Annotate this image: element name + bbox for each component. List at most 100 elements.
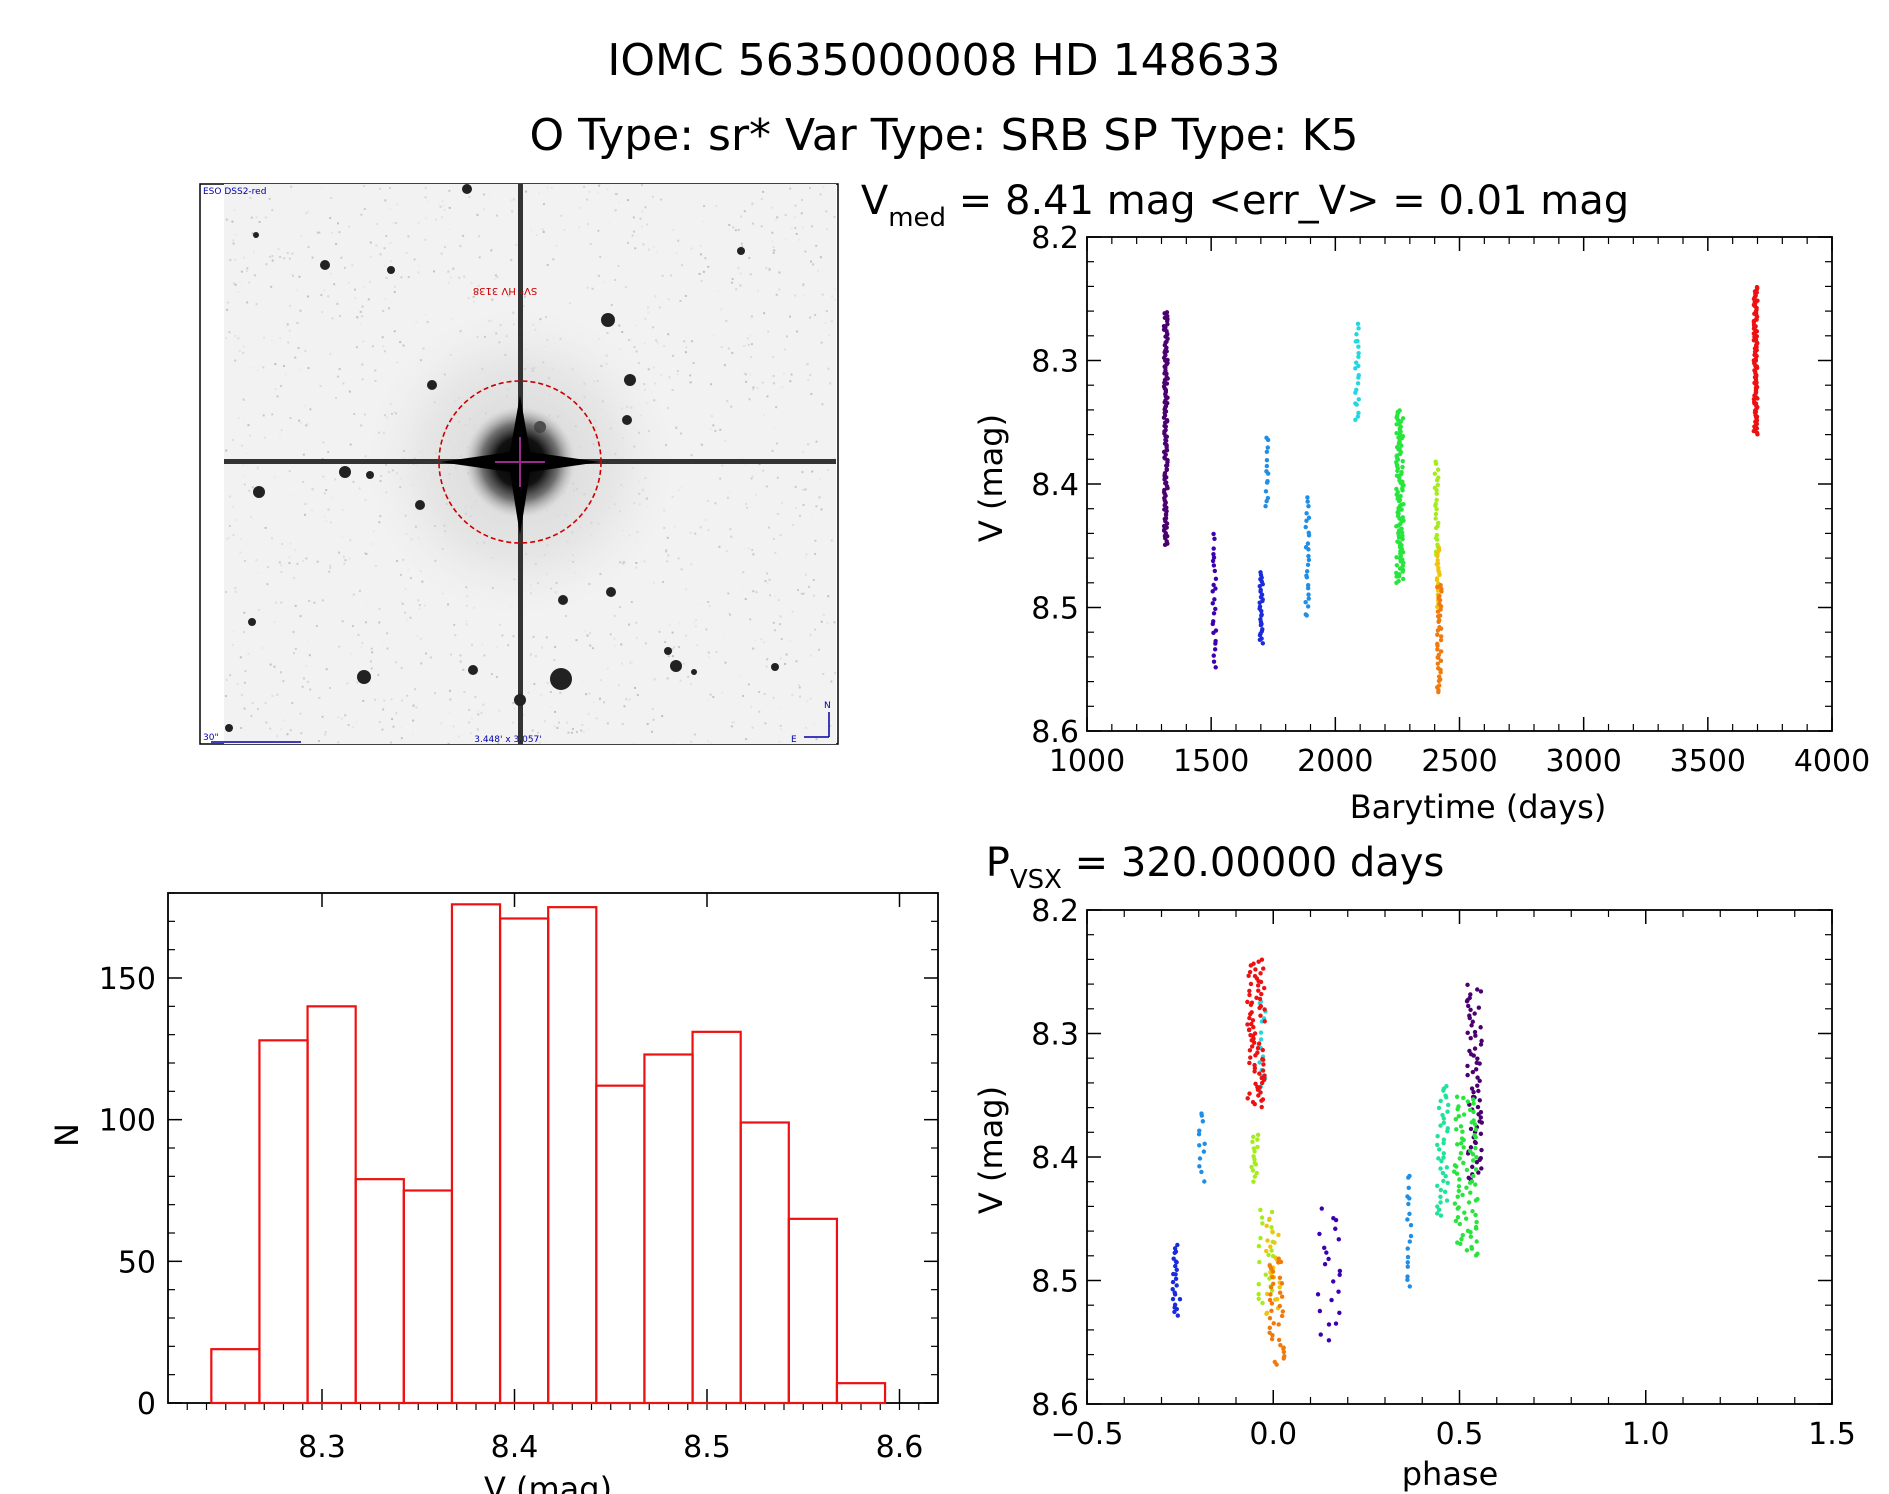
sky-noise-speck [631, 234, 634, 237]
data-point [1400, 569, 1405, 574]
sky-noise-speck [666, 677, 669, 680]
sky-noise-speck [706, 619, 709, 622]
sky-noise-speck [477, 710, 480, 713]
sky-noise-speck [243, 483, 246, 486]
data-point [1356, 397, 1361, 402]
data-point [1458, 1124, 1464, 1129]
sky-noise-speck [666, 560, 669, 563]
data-point [1400, 515, 1406, 520]
field-star [601, 313, 615, 327]
sky-noise-speck [698, 272, 701, 275]
data-point [1355, 381, 1361, 386]
data-point [1432, 471, 1438, 476]
data-point [1454, 1171, 1460, 1176]
phase-curve-xtick-label: 1.5 [1808, 1417, 1856, 1452]
data-point [1199, 1113, 1205, 1118]
sky-noise-speck [656, 251, 659, 254]
sky-noise-speck [545, 636, 548, 639]
sky-noise-speck [598, 184, 601, 187]
sky-noise-speck [780, 501, 783, 504]
sky-noise-speck [830, 539, 833, 542]
sky-noise-speck [781, 386, 784, 389]
data-point [1210, 558, 1216, 564]
sky-noise-speck [244, 670, 247, 673]
phase-curve-xtick-label: 0.0 [1249, 1417, 1297, 1452]
data-point [1245, 1096, 1250, 1101]
sky-noise-speck [617, 265, 620, 268]
sky-noise-speck [379, 253, 382, 256]
data-point [1258, 1207, 1263, 1213]
sky-noise-speck [761, 381, 764, 384]
sky-noise-speck [751, 548, 754, 551]
data-point [1272, 1297, 1278, 1302]
sky-noise-speck [452, 725, 455, 728]
sky-noise-speck [290, 272, 293, 275]
data-point [1277, 1290, 1283, 1295]
sky-noise-speck [682, 662, 685, 665]
sky-noise-speck [415, 321, 418, 324]
data-point [1257, 600, 1262, 605]
data-point [1164, 371, 1169, 376]
sky-noise-speck [232, 505, 235, 508]
data-point [1163, 512, 1169, 518]
sky-noise-speck [684, 205, 687, 208]
sky-noise-speck [404, 611, 407, 614]
sky-noise-speck [465, 619, 468, 622]
sky-noise-speck [690, 247, 693, 250]
sky-noise-speck [586, 634, 589, 637]
sky-noise-speck [284, 373, 287, 376]
data-point [1329, 1297, 1334, 1303]
data-point [1304, 613, 1309, 618]
sky-noise-speck [507, 294, 510, 297]
data-point [1441, 1120, 1447, 1126]
sky-noise-speck [756, 386, 759, 389]
field-star [550, 668, 572, 690]
sky-noise-speck [804, 488, 807, 491]
sky-noise-speck [371, 651, 374, 654]
sky-noise-speck [482, 208, 485, 211]
sky-noise-speck [834, 288, 836, 291]
data-point [1435, 553, 1440, 559]
data-point [1479, 1120, 1484, 1125]
data-point [1177, 1296, 1183, 1302]
sky-noise-speck [817, 269, 820, 272]
sky-noise-speck [714, 502, 717, 505]
sky-noise-speck [690, 454, 693, 457]
sky-noise-speck [426, 320, 429, 323]
data-point [1306, 557, 1312, 563]
field-star [468, 665, 478, 675]
data-point [1405, 1260, 1410, 1265]
data-point [1475, 1104, 1481, 1110]
data-point [1304, 511, 1309, 516]
sky-noise-speck [273, 665, 276, 668]
sky-noise-speck [476, 213, 479, 216]
data-point [1465, 1030, 1470, 1036]
data-point [1399, 443, 1404, 448]
sky-noise-speck [806, 363, 809, 366]
sky-noise-speck [580, 729, 583, 732]
sky-noise-speck [694, 532, 697, 535]
sky-noise-speck [724, 661, 727, 664]
data-point [1434, 537, 1440, 542]
sky-noise-speck [810, 225, 813, 228]
sky-noise-speck [671, 388, 674, 391]
sky-noise-speck [234, 233, 237, 236]
data-point [1440, 1170, 1446, 1176]
sky-noise-speck [707, 651, 710, 654]
data-point [1165, 485, 1170, 491]
sky-noise-speck [250, 515, 253, 518]
data-point [1458, 1241, 1463, 1247]
sky-noise-speck [307, 295, 310, 298]
sky-noise-speck [251, 232, 254, 235]
sky-noise-speck [772, 246, 775, 249]
data-point [1256, 959, 1261, 964]
sky-noise-speck [232, 239, 235, 242]
sky-noise-speck [731, 536, 734, 539]
data-point [1170, 1296, 1176, 1302]
data-point [1459, 1236, 1464, 1242]
sky-noise-speck [276, 735, 279, 738]
sky-noise-speck [273, 621, 276, 624]
data-point [1277, 1303, 1283, 1309]
sky-noise-speck [404, 587, 407, 590]
sky-noise-speck [258, 608, 261, 611]
